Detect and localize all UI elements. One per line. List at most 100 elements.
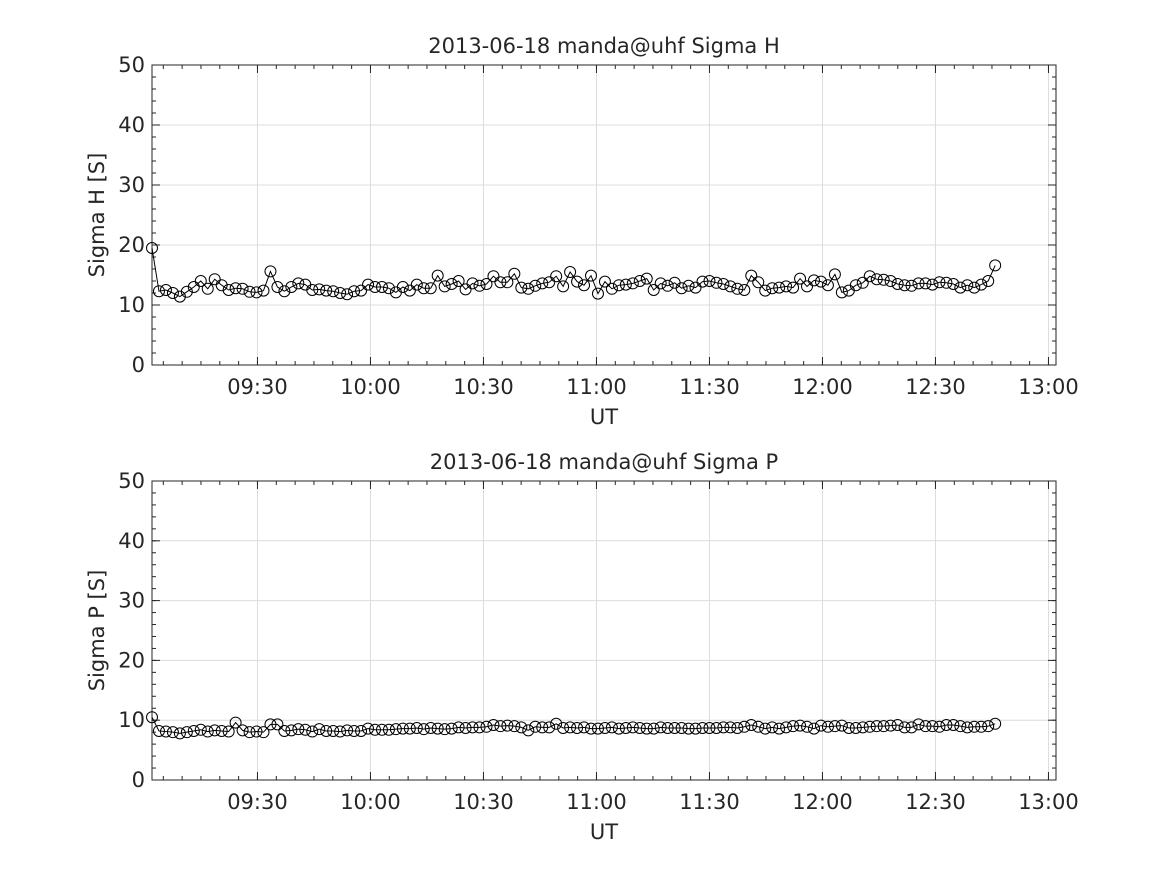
data-point — [787, 720, 800, 733]
data-point — [543, 276, 556, 289]
data-point — [362, 278, 375, 291]
data-point — [884, 275, 897, 287]
data-point — [947, 718, 960, 731]
data-point — [585, 722, 598, 735]
data-point — [745, 718, 758, 731]
data-point — [578, 279, 591, 292]
data-point — [375, 281, 388, 293]
data-point — [389, 723, 402, 736]
data-point — [731, 721, 744, 734]
data-point — [975, 720, 988, 733]
axes-frame — [151, 64, 1057, 366]
data-point — [494, 276, 507, 289]
data-point — [271, 281, 284, 293]
data-point — [591, 722, 604, 735]
data-point — [501, 276, 514, 289]
data-point — [856, 276, 869, 289]
x-axis-label: UT — [590, 405, 618, 429]
x-axis-label: UT — [590, 820, 618, 844]
data-point — [571, 275, 584, 288]
data-point — [146, 711, 158, 724]
data-point — [417, 723, 430, 736]
data-point — [222, 725, 235, 738]
x-tick-label: 12:00 — [792, 375, 853, 399]
data-point — [982, 720, 995, 733]
data-point — [891, 718, 904, 731]
data-point — [236, 282, 249, 295]
data-point — [835, 719, 848, 732]
data-point — [348, 724, 361, 737]
data-point — [173, 727, 186, 740]
data-point — [870, 720, 883, 733]
data-point — [598, 721, 611, 734]
data-point — [919, 720, 932, 733]
data-point — [842, 721, 855, 734]
data-point — [180, 726, 193, 739]
data-point — [410, 278, 423, 291]
data-point — [341, 288, 354, 301]
data-point — [473, 279, 486, 292]
data-point — [320, 284, 333, 297]
data-point — [912, 277, 925, 290]
data-point — [543, 721, 556, 734]
data-point — [898, 721, 911, 734]
data-point — [368, 723, 381, 736]
x-tick-label: 10:00 — [340, 790, 401, 814]
data-point — [313, 283, 326, 296]
data-point — [487, 270, 500, 283]
series-line — [151, 247, 996, 298]
data-point — [954, 720, 967, 733]
data-point — [807, 274, 820, 287]
data-point — [494, 720, 507, 733]
data-point — [773, 722, 786, 735]
data-point — [640, 272, 653, 285]
x-tick-label: 11:30 — [679, 375, 740, 399]
data-point — [766, 721, 779, 734]
data-point — [194, 275, 207, 287]
sigma-p-panel: 09:30 10:00 10:30 11:00 11:30 12:00 12:30 13:00… — [85, 450, 1079, 844]
data-point — [403, 284, 416, 297]
data-point — [410, 721, 423, 734]
data-point — [814, 275, 827, 288]
data-point — [327, 724, 340, 737]
data-point — [975, 278, 988, 291]
data-point — [257, 284, 270, 297]
chart-title: 2013-06-18 manda@uhf Sigma H — [428, 34, 780, 58]
data-point — [787, 281, 800, 294]
data-point — [368, 281, 381, 293]
data-point — [473, 721, 486, 734]
data-point — [933, 276, 946, 289]
data-point — [940, 718, 953, 731]
data-point — [550, 270, 563, 283]
data-point — [382, 723, 395, 736]
data-point — [264, 265, 277, 278]
data-point — [299, 723, 312, 736]
data-point — [905, 721, 918, 734]
data-point — [773, 281, 786, 294]
data-point — [208, 724, 221, 737]
data-point — [710, 721, 723, 734]
data-point — [201, 725, 214, 738]
data-point — [515, 721, 528, 734]
data-point — [403, 722, 416, 735]
data-point — [355, 284, 368, 297]
data-point — [731, 282, 744, 295]
data-point — [375, 723, 388, 736]
data-point — [152, 724, 165, 737]
data-point — [229, 282, 242, 295]
data-point — [794, 719, 807, 732]
data-point — [208, 273, 221, 286]
data-point — [466, 721, 479, 734]
data-point — [821, 279, 834, 292]
data-point — [989, 259, 1002, 272]
data-point — [612, 722, 625, 735]
data-point — [752, 276, 765, 289]
data-point — [940, 276, 953, 289]
data-point — [738, 720, 751, 733]
data-point — [884, 719, 897, 732]
data-point — [585, 269, 598, 282]
data-point — [919, 277, 932, 290]
data-point — [159, 725, 172, 738]
data-point — [675, 282, 688, 295]
data-point — [320, 724, 333, 737]
